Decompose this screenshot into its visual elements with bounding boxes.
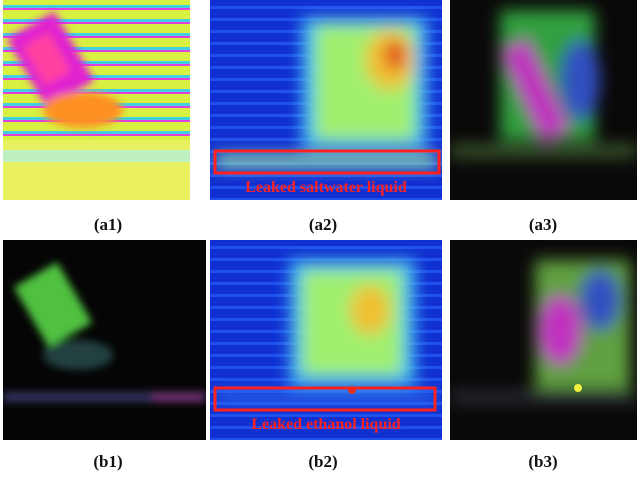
caption: (a2) bbox=[308, 215, 338, 234]
caption: (b3) bbox=[528, 452, 558, 471]
panel-image bbox=[450, 0, 637, 200]
annotation: Leaked ethanol liquid bbox=[251, 416, 400, 433]
caption: (b1) bbox=[93, 452, 123, 471]
panel-image: Leaked ethanol liquid bbox=[210, 240, 442, 440]
caption: (b2) bbox=[308, 452, 338, 471]
panel-image bbox=[3, 0, 190, 200]
caption: (a3) bbox=[528, 215, 558, 234]
panel-image bbox=[450, 240, 637, 440]
annotation: Leaked saltwater liquid bbox=[245, 179, 407, 196]
caption: (a1) bbox=[93, 215, 123, 234]
panel-image: Leaked saltwater liquid bbox=[210, 0, 442, 200]
panel-image bbox=[3, 240, 206, 440]
